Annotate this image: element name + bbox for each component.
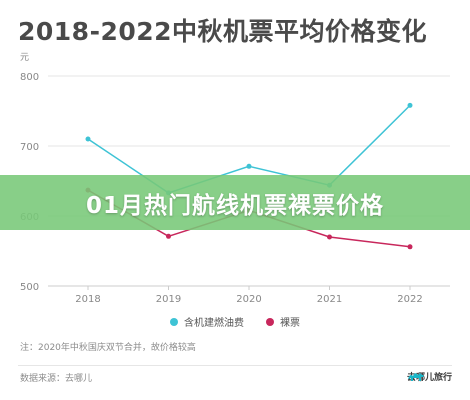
data-point-series-2 — [166, 233, 171, 239]
legend-marker-series-2 — [266, 318, 274, 326]
y-tick-label: 500 — [20, 282, 39, 293]
data-point-series-2 — [407, 244, 413, 250]
x-tick-label: 2018 — [75, 294, 100, 305]
legend-label-series-2: 裸票 — [280, 316, 300, 329]
legend: 含机建燃油费 裸票 — [170, 316, 300, 329]
x-tick-label: 2021 — [317, 294, 342, 305]
chart-title: 2018-2022中秋机票平均价格变化 — [18, 17, 428, 46]
source-note: 数据来源：去哪儿 — [20, 374, 93, 384]
brand-name: 去哪儿旅行 — [406, 373, 452, 383]
data-point-series-1 — [85, 136, 91, 142]
x-tick-label: 2022 — [397, 294, 422, 305]
divider — [18, 365, 452, 366]
x-tick-label: 2019 — [156, 294, 181, 305]
x-axis-ticks: 2018 2019 2020 2021 2022 — [75, 286, 423, 305]
y-unit-label: 元 — [20, 53, 29, 63]
brand: 去哪儿旅行 — [407, 370, 452, 383]
legend-label-series-1: 含机建燃油费 — [184, 316, 244, 329]
data-point-series-1 — [246, 163, 252, 169]
legend-marker-series-1 — [170, 318, 178, 326]
y-tick-label: 800 — [20, 72, 39, 83]
camel-logo-icon — [407, 373, 424, 381]
footnote: 注：2020年中秋国庆双节合并，故价格较高 — [20, 343, 196, 353]
x-tick-label: 2020 — [236, 294, 261, 305]
data-point-series-1 — [407, 102, 413, 108]
banner-text: 01月热门航线机票裸票价格 — [85, 192, 384, 219]
y-tick-label: 700 — [20, 142, 39, 153]
overlay-banner: 01月热门航线机票裸票价格 — [0, 175, 470, 230]
data-point-series-2 — [327, 234, 332, 240]
